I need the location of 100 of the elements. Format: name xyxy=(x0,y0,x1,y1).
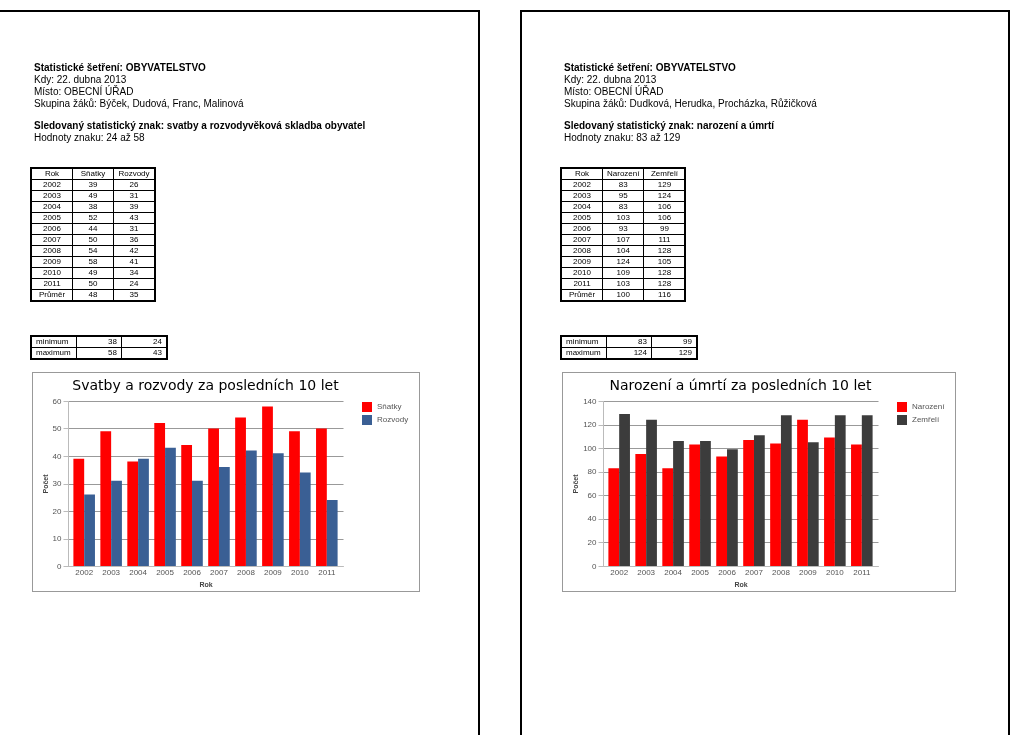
x-tick-label: 2004 xyxy=(129,567,148,577)
y-tick-label: 120 xyxy=(583,420,598,430)
bar xyxy=(73,458,85,566)
text: 24 xyxy=(113,278,155,290)
text: 2011 xyxy=(31,278,73,290)
bar xyxy=(770,443,781,566)
y-tick-label: 50 xyxy=(52,424,63,433)
x-tick-label: 2004 xyxy=(664,567,683,577)
text: 2002 xyxy=(561,179,603,191)
y-tick-label: 60 xyxy=(52,396,63,406)
y-tick-label: 0 xyxy=(592,561,598,571)
text: 128 xyxy=(643,245,686,257)
text: 106 xyxy=(643,212,686,224)
text: 58 xyxy=(72,256,114,268)
text: Sňatky xyxy=(72,168,114,180)
y-tick-label: 40 xyxy=(587,514,598,524)
bar xyxy=(646,419,657,566)
bar xyxy=(824,437,835,566)
bar xyxy=(235,417,246,566)
text: 107 xyxy=(602,234,644,246)
text: maximum xyxy=(561,347,607,359)
bar xyxy=(662,468,674,566)
x-tick-label: 2006 xyxy=(718,567,737,577)
bar xyxy=(299,472,311,566)
text: Statistické šetření: OBYVATELSTVO xyxy=(564,62,737,74)
text: 103 xyxy=(602,278,644,290)
text: 2007 xyxy=(561,234,603,246)
bar xyxy=(689,444,701,566)
text: 38 xyxy=(76,336,122,348)
bar xyxy=(753,435,765,566)
text: 39 xyxy=(72,179,114,191)
text: 124 xyxy=(643,190,686,202)
text: 2002 xyxy=(31,179,73,191)
text: 103 xyxy=(602,212,644,224)
bar xyxy=(111,480,122,566)
text: 116 xyxy=(643,289,686,301)
y-tick-label: 30 xyxy=(52,479,63,488)
bar xyxy=(716,456,728,566)
y-tick-label: 20 xyxy=(587,537,598,547)
y-tick-label: 60 xyxy=(587,490,598,500)
text: Průměr xyxy=(561,289,603,301)
text: 95 xyxy=(602,190,644,202)
x-tick-label: 2008 xyxy=(237,567,256,577)
bar xyxy=(181,445,193,566)
x-tick-label: 2010 xyxy=(290,567,310,577)
text: 41 xyxy=(113,256,155,268)
text: 2008 xyxy=(561,245,603,257)
text: 83 xyxy=(602,201,644,213)
text: Kdy: 22. dubna 2013 xyxy=(564,74,658,85)
y-tick-label: 40 xyxy=(52,451,63,461)
text: 44 xyxy=(72,223,114,235)
text: 43 xyxy=(121,347,167,359)
text: Sledovaný statistický znak: narození a úmrtí xyxy=(564,120,776,132)
bar xyxy=(192,480,203,566)
x-tick-label: 2009 xyxy=(264,567,283,577)
text: Zemřelí xyxy=(643,168,686,180)
legend-label: Zemřelí xyxy=(912,415,940,424)
text: 83 xyxy=(606,336,652,348)
x-tick-label: 2011 xyxy=(318,567,336,577)
text: 35 xyxy=(113,289,155,301)
text: 128 xyxy=(643,278,686,290)
text: 99 xyxy=(643,223,686,235)
text: 2009 xyxy=(561,256,603,268)
x-tick-label: 2007 xyxy=(210,567,229,577)
bar xyxy=(245,450,257,566)
x-tick-label: 2005 xyxy=(691,567,710,577)
x-tick-label: 2003 xyxy=(102,567,121,577)
bar xyxy=(700,441,711,566)
text: 124 xyxy=(606,347,652,359)
x-tick-label: 2007 xyxy=(745,567,764,577)
bar xyxy=(608,468,620,566)
text: 2003 xyxy=(561,190,603,202)
text: Narození xyxy=(602,168,644,180)
text: 2009 xyxy=(31,256,73,268)
text: 111 xyxy=(643,234,686,246)
text: 58 xyxy=(76,347,122,359)
bar xyxy=(84,494,95,566)
text: Průměr xyxy=(31,289,73,301)
text: 36 xyxy=(113,234,155,246)
bar xyxy=(272,453,284,566)
bar xyxy=(289,431,300,566)
text: Hodnoty znaku: 83 až 129 xyxy=(564,132,682,144)
x-tick-label: 2006 xyxy=(183,567,202,577)
text: 34 xyxy=(113,267,155,279)
text: 93 xyxy=(602,223,644,235)
y-tick-label: 140 xyxy=(583,396,598,406)
bar xyxy=(673,441,684,566)
text: 83 xyxy=(602,179,644,191)
text: 2004 xyxy=(31,201,73,213)
text: 104 xyxy=(602,245,644,257)
bar xyxy=(316,428,327,566)
legend-label: Sňatky xyxy=(377,402,402,411)
bar xyxy=(127,461,139,566)
bar xyxy=(208,428,219,566)
bar xyxy=(154,423,166,566)
text: 2005 xyxy=(561,212,603,224)
y-tick-label: 0 xyxy=(57,561,63,571)
y-tick-label: 10 xyxy=(52,534,63,543)
bar xyxy=(619,413,630,566)
bar xyxy=(138,458,149,566)
